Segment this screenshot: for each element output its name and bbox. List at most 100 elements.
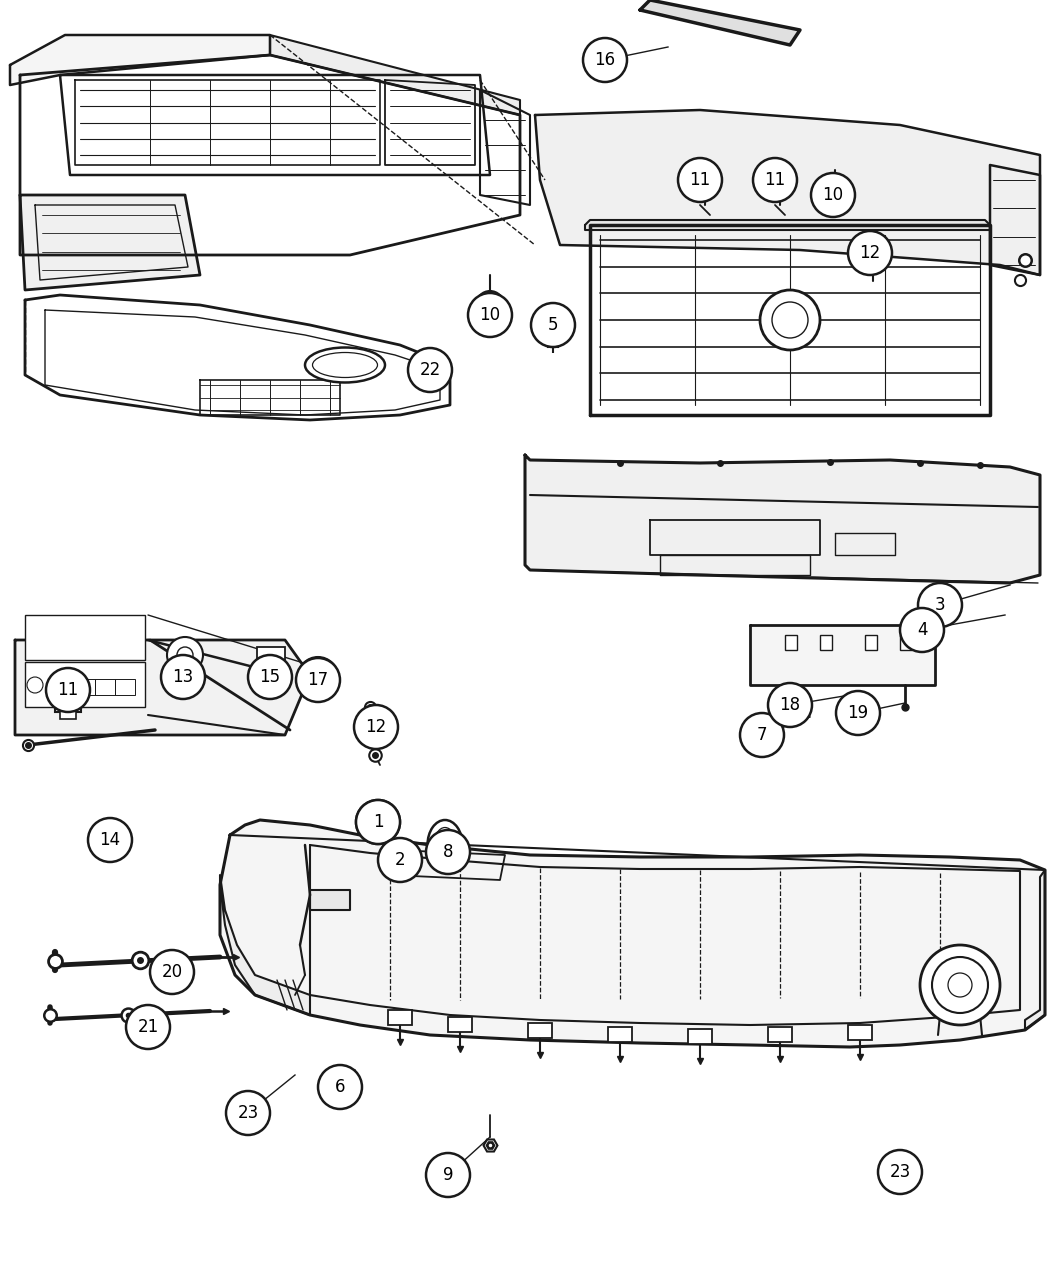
Polygon shape [536,110,1040,275]
Text: 21: 21 [138,1017,159,1037]
Circle shape [167,638,203,673]
Circle shape [412,352,448,388]
Text: 11: 11 [764,171,785,189]
Text: 10: 10 [822,186,843,204]
Polygon shape [220,820,1045,1047]
Circle shape [531,303,575,347]
Bar [848,1025,872,1040]
Text: 2: 2 [395,850,405,870]
Polygon shape [15,640,310,734]
Circle shape [948,973,972,997]
Bar [60,711,76,719]
Circle shape [900,608,944,652]
Circle shape [356,799,400,844]
Circle shape [298,657,338,697]
Polygon shape [1025,870,1045,1030]
Ellipse shape [427,820,462,870]
Text: 3: 3 [934,595,945,615]
Circle shape [46,668,90,711]
Polygon shape [270,34,520,115]
Bar [257,646,285,667]
Text: 16: 16 [594,51,615,69]
Text: 15: 15 [259,668,280,686]
Polygon shape [220,875,310,1015]
Circle shape [918,583,962,627]
Circle shape [932,958,988,1014]
Circle shape [848,231,892,275]
Circle shape [408,348,452,391]
Bar [528,1023,552,1038]
Text: 11: 11 [58,681,79,699]
Circle shape [821,186,849,214]
Text: 8: 8 [443,843,454,861]
Circle shape [583,38,627,82]
Circle shape [920,945,1000,1025]
Text: 17: 17 [308,671,329,688]
Text: 4: 4 [917,621,927,639]
Circle shape [177,646,193,663]
Bar [820,635,832,650]
Polygon shape [585,221,990,230]
Circle shape [126,1005,170,1049]
Text: 5: 5 [548,316,559,334]
Circle shape [772,302,808,338]
Text: 23: 23 [889,1163,910,1181]
Bar [448,1017,472,1031]
Circle shape [88,819,132,862]
Text: 10: 10 [480,306,501,324]
Bar [900,635,912,650]
Text: 1: 1 [373,813,383,831]
Circle shape [753,158,797,201]
Circle shape [226,1091,270,1135]
Text: 11: 11 [690,171,711,189]
Text: 7: 7 [757,725,768,745]
Bar [94,680,116,695]
Circle shape [354,705,398,748]
Text: 13: 13 [172,668,193,686]
Text: 18: 18 [779,696,800,714]
Bar [865,635,877,650]
Circle shape [296,658,340,703]
Ellipse shape [304,348,385,382]
Polygon shape [310,890,350,910]
Circle shape [378,838,422,882]
Text: 19: 19 [847,704,868,722]
Circle shape [27,677,43,694]
Text: 23: 23 [237,1104,258,1122]
Text: 12: 12 [365,718,386,736]
Circle shape [161,655,205,699]
Circle shape [47,677,63,694]
Polygon shape [990,164,1040,275]
Circle shape [426,830,470,873]
Circle shape [356,799,400,844]
Circle shape [368,812,388,833]
Circle shape [768,683,812,727]
Bar [25,615,145,660]
Ellipse shape [434,827,456,862]
Bar [388,1010,412,1025]
Circle shape [308,667,328,687]
Circle shape [836,691,880,734]
Circle shape [476,291,504,319]
Polygon shape [750,625,934,685]
Bar [75,680,94,695]
Circle shape [318,1065,362,1109]
Circle shape [878,1150,922,1193]
Circle shape [248,655,292,699]
Polygon shape [20,195,200,289]
Circle shape [468,293,512,337]
Ellipse shape [313,352,378,377]
Circle shape [811,173,855,217]
Text: 6: 6 [335,1077,345,1096]
Polygon shape [640,0,800,45]
Circle shape [150,950,194,994]
Bar [785,635,797,650]
Text: 20: 20 [162,963,183,980]
Circle shape [426,1153,470,1197]
Text: 22: 22 [419,361,441,379]
Bar [768,1026,792,1042]
Text: 9: 9 [443,1167,454,1184]
Bar [688,1029,712,1044]
Circle shape [740,713,784,757]
Bar [608,1026,632,1042]
